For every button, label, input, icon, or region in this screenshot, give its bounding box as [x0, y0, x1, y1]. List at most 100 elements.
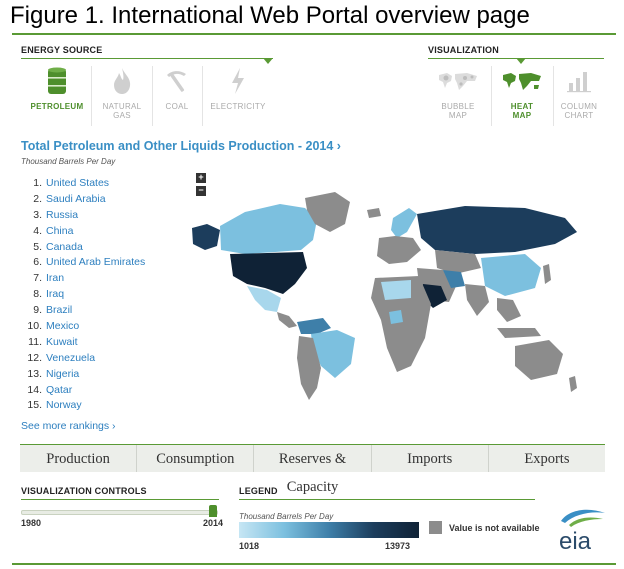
- energy-tile-coal[interactable]: COAL: [147, 66, 207, 128]
- coal-label: COAL: [165, 102, 189, 111]
- pickaxe-icon: [147, 66, 207, 96]
- zoom-out-button[interactable]: −: [196, 186, 206, 196]
- tab-consumption[interactable]: Consumption: [136, 445, 253, 472]
- legend-min-value: 1018: [239, 541, 260, 551]
- list-item: 1. United States: [24, 176, 145, 192]
- tile-divider: [152, 66, 153, 126]
- lightning-icon: [208, 66, 268, 96]
- viz-tile-column-chart[interactable]: COLUMN CHART: [549, 66, 609, 128]
- flame-icon: [92, 66, 152, 96]
- rank-number: 2.: [33, 192, 42, 205]
- map-region-india: [465, 284, 489, 316]
- country-link[interactable]: Canada: [46, 240, 83, 253]
- tab-exports[interactable]: Exports: [487, 445, 605, 472]
- tab-reserves-capacity[interactable]: Reserves & Capacity: [253, 445, 370, 495]
- country-link[interactable]: Russia: [46, 208, 79, 221]
- see-more-rankings-link[interactable]: See more rankings ›: [21, 420, 116, 432]
- map-region-australia: [515, 340, 563, 380]
- eia-logo: eia: [555, 505, 611, 558]
- viz-tile-bubble-map[interactable]: BUBBLE MAP: [428, 66, 488, 128]
- country-link[interactable]: China: [46, 224, 74, 237]
- visualization-controls-heading: VISUALIZATION CONTROLS: [21, 486, 147, 496]
- list-item: 4. China: [24, 224, 145, 240]
- energy-tile-petroleum[interactable]: PETROLEUM: [27, 66, 87, 128]
- year-slider-track[interactable]: [21, 510, 218, 515]
- list-item: 9. Brazil: [24, 303, 145, 319]
- map-region-venezuela: [297, 318, 331, 334]
- map-region-iceland: [367, 208, 381, 218]
- rank-number: 9.: [33, 304, 42, 317]
- rank-number: 15.: [27, 399, 42, 412]
- country-link[interactable]: Iraq: [46, 288, 65, 301]
- country-link[interactable]: Saudi Arabia: [46, 192, 106, 205]
- heat-map-icon: [492, 66, 552, 96]
- tab-imports[interactable]: Imports: [370, 445, 488, 472]
- world-heat-map[interactable]: [185, 188, 585, 408]
- tab-production[interactable]: Production: [46, 451, 110, 467]
- country-link[interactable]: Brazil: [46, 304, 73, 317]
- bubble-label-2: MAP: [448, 111, 468, 120]
- country-link[interactable]: Venezuela: [46, 351, 96, 364]
- country-link[interactable]: Kuwait: [46, 335, 78, 348]
- country-link[interactable]: Iran: [46, 272, 65, 285]
- legend-color-scale: [239, 522, 419, 538]
- visualization-caret: [516, 58, 526, 64]
- rank-number: 8.: [33, 288, 42, 301]
- map-region-canada: [220, 204, 317, 254]
- country-link[interactable]: Norway: [46, 399, 82, 412]
- legend-rule: [239, 499, 535, 500]
- map-region-central-america: [277, 312, 297, 328]
- legend-max-value: 13973: [385, 541, 411, 551]
- map-region-brazil: [311, 330, 355, 378]
- map-region-iran: [443, 270, 465, 288]
- rank-number: 1.: [33, 177, 42, 189]
- map-region-greenland: [305, 192, 350, 232]
- list-item: 6. United Arab Emirates: [24, 255, 145, 271]
- rank-number: 10.: [27, 320, 42, 333]
- bubble-map-icon: [428, 66, 488, 96]
- map-region-europe: [377, 236, 421, 264]
- rank-number: 6.: [33, 256, 42, 269]
- map-region-indonesia: [497, 328, 541, 338]
- list-item: 12. Venezuela: [24, 351, 145, 367]
- energy-source-heading: ENERGY SOURCE: [21, 45, 103, 55]
- top-rule: [12, 33, 616, 35]
- list-item: 14. Qatar: [24, 383, 145, 399]
- tile-divider: [91, 66, 92, 126]
- country-link[interactable]: United Arab Emirates: [46, 256, 146, 269]
- map-region-southeast-asia: [497, 298, 521, 322]
- rank-number: 12.: [27, 351, 42, 364]
- year-end-label: 2014: [203, 518, 224, 528]
- energy-tile-natural-gas[interactable]: NATURAL GAS: [92, 66, 152, 128]
- figure-title: Figure 1. International Web Portal overv…: [10, 2, 530, 29]
- rank-number: 13.: [27, 367, 42, 380]
- heat-label-2: MAP: [512, 111, 532, 120]
- zoom-in-button[interactable]: +: [196, 173, 206, 183]
- not-available-label: Value is not available: [449, 523, 540, 533]
- controls-rule: [21, 499, 219, 500]
- rank-number: 4.: [33, 224, 42, 237]
- not-available-swatch: [429, 521, 442, 534]
- visualization-heading: VISUALIZATION: [428, 45, 499, 55]
- rank-number: 14.: [27, 383, 42, 396]
- map-region-nigeria: [389, 310, 403, 324]
- country-link[interactable]: Nigeria: [46, 367, 80, 380]
- viz-tile-heat-map[interactable]: HEAT MAP: [492, 66, 552, 128]
- country-link[interactable]: Qatar: [46, 383, 73, 396]
- map-region-north-africa: [381, 280, 411, 300]
- legend-unit: Thousand Barrels Per Day: [239, 512, 334, 521]
- year-slider-handle[interactable]: [209, 505, 217, 517]
- eia-logo-text: eia: [559, 528, 592, 553]
- chart-subtitle: Thousand Barrels Per Day: [21, 157, 116, 166]
- column-chart-icon: [549, 66, 609, 96]
- bottom-rule: [12, 563, 616, 565]
- heat-label-1: HEAT: [510, 102, 534, 111]
- map-region-mexico: [247, 286, 281, 312]
- country-link[interactable]: United States: [46, 177, 110, 189]
- map-region-central-asia: [435, 250, 481, 274]
- country-link[interactable]: Mexico: [46, 320, 80, 333]
- chart-title-link[interactable]: Total Petroleum and Other Liquids Produc…: [21, 139, 341, 153]
- natural-gas-label-2: GAS: [113, 111, 131, 120]
- bubble-label-1: BUBBLE: [441, 102, 475, 111]
- energy-tile-electricity[interactable]: ELECTRICITY: [208, 66, 268, 128]
